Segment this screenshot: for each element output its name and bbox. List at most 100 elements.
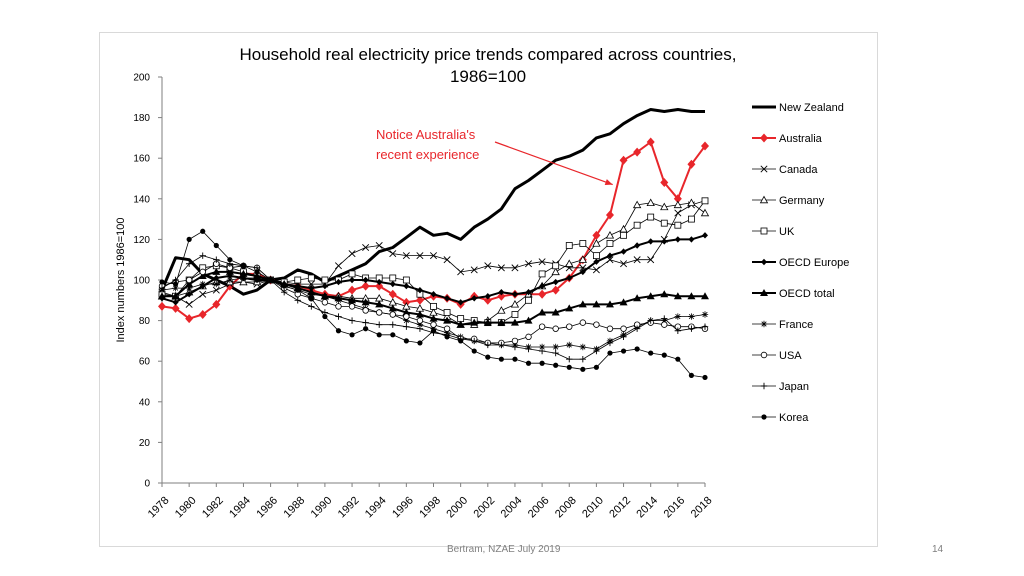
data-point-canada	[334, 262, 342, 270]
data-point-usa	[389, 311, 396, 318]
data-point-japan	[158, 284, 166, 292]
data-point-korea	[322, 313, 328, 320]
data-point-germany	[551, 267, 560, 276]
data-point-uk	[294, 276, 302, 284]
data-point-oecd-total	[158, 292, 166, 300]
data-point-australia	[185, 314, 194, 324]
annotation-line-1: Notice Australia's	[376, 127, 476, 142]
data-point-oecd-europe	[525, 288, 532, 296]
data-point-japan	[484, 341, 491, 349]
data-point-korea	[539, 360, 545, 366]
x-tick-label: 1994	[363, 495, 389, 521]
y-tick-label: 20	[139, 438, 151, 449]
data-point-korea	[335, 328, 342, 334]
data-point-japan	[538, 347, 546, 355]
data-point-usa	[403, 313, 410, 320]
data-point-oecd-europe	[321, 282, 328, 290]
data-point-france	[240, 274, 247, 282]
data-point-germany	[673, 200, 683, 209]
data-point-oecd-europe	[511, 291, 518, 298]
legend-label: Canada	[779, 164, 818, 176]
data-point-uk	[633, 221, 641, 229]
data-point-canada	[443, 256, 451, 264]
data-point-oecd-total	[565, 304, 574, 312]
data-point-japan	[525, 345, 532, 353]
data-point-australia	[361, 281, 370, 291]
x-tick-label: 1990	[309, 495, 335, 521]
data-point-oecd-europe	[661, 238, 668, 245]
legend-swatch-marker	[760, 227, 768, 235]
data-point-canada	[497, 264, 505, 272]
data-point-korea	[634, 346, 640, 352]
data-point-uk	[348, 270, 356, 278]
data-point-australia	[619, 155, 628, 165]
annotation: Notice Australia's recent experience	[376, 127, 613, 186]
data-point-germany	[660, 202, 669, 211]
data-point-germany	[565, 259, 574, 267]
x-tick-label: 1986	[254, 495, 280, 521]
data-point-france	[688, 313, 695, 320]
data-point-korea	[254, 269, 260, 275]
data-point-korea	[553, 362, 559, 368]
data-point-korea	[648, 350, 654, 356]
data-point-usa	[579, 319, 587, 326]
legend-item-korea: Korea	[752, 412, 809, 424]
x-tick-label: 1982	[200, 495, 226, 521]
data-point-oecd-total	[619, 298, 628, 306]
data-point-korea	[620, 348, 627, 354]
data-point-japan	[389, 321, 396, 328]
data-point-canada	[592, 266, 600, 274]
data-point-oecd-total	[470, 318, 479, 326]
data-point-oecd-total	[388, 304, 397, 312]
legend-item-france: France	[752, 319, 813, 331]
x-tick-label: 2006	[526, 495, 552, 521]
data-point-oecd-total	[415, 310, 424, 318]
data-point-korea	[240, 263, 247, 269]
data-point-france	[416, 321, 424, 328]
data-point-oecd-europe	[702, 232, 708, 239]
data-point-australia	[348, 285, 357, 295]
data-point-japan	[376, 321, 383, 328]
data-point-korea	[675, 356, 681, 362]
data-point-oecd-europe	[444, 295, 451, 302]
legend-label: OECD total	[779, 288, 835, 300]
data-point-france	[199, 280, 206, 288]
data-point-korea	[512, 356, 518, 362]
data-point-japan	[647, 317, 654, 324]
data-point-canada	[375, 241, 383, 250]
data-point-uk	[430, 302, 437, 310]
data-point-uk	[443, 309, 451, 316]
data-point-japan	[403, 323, 410, 330]
data-point-korea	[390, 332, 396, 338]
y-tick-label: 60	[139, 357, 151, 368]
data-point-oecd-europe	[647, 238, 654, 245]
x-tick-label: 1988	[281, 495, 307, 521]
data-point-oecd-total	[212, 267, 221, 275]
data-point-oecd-total	[510, 318, 519, 326]
data-point-japan	[620, 333, 627, 341]
data-point-japan	[511, 343, 519, 351]
data-point-korea	[485, 354, 491, 360]
data-point-japan	[280, 288, 288, 296]
data-point-france	[403, 317, 410, 324]
data-point-korea	[213, 242, 219, 249]
data-point-korea	[593, 364, 600, 370]
data-point-korea	[661, 352, 667, 358]
data-point-korea	[444, 334, 450, 340]
data-point-oecd-europe	[416, 286, 423, 294]
legend-item-new-zealand: New Zealand	[752, 102, 844, 114]
data-point-australia	[375, 281, 384, 291]
data-point-australia	[687, 159, 696, 169]
chart-title-line-2: 1986=100	[450, 67, 526, 86]
data-point-canada	[538, 258, 546, 266]
data-point-france	[213, 280, 220, 288]
data-point-france	[579, 343, 587, 351]
data-point-germany	[646, 198, 655, 207]
data-point-japan	[552, 349, 559, 357]
x-tick-label: 1978	[146, 495, 172, 521]
data-point-japan	[606, 339, 614, 347]
data-point-uk	[389, 274, 397, 282]
data-point-australia	[388, 289, 397, 299]
data-point-canada	[389, 250, 397, 258]
data-point-korea	[498, 356, 504, 362]
